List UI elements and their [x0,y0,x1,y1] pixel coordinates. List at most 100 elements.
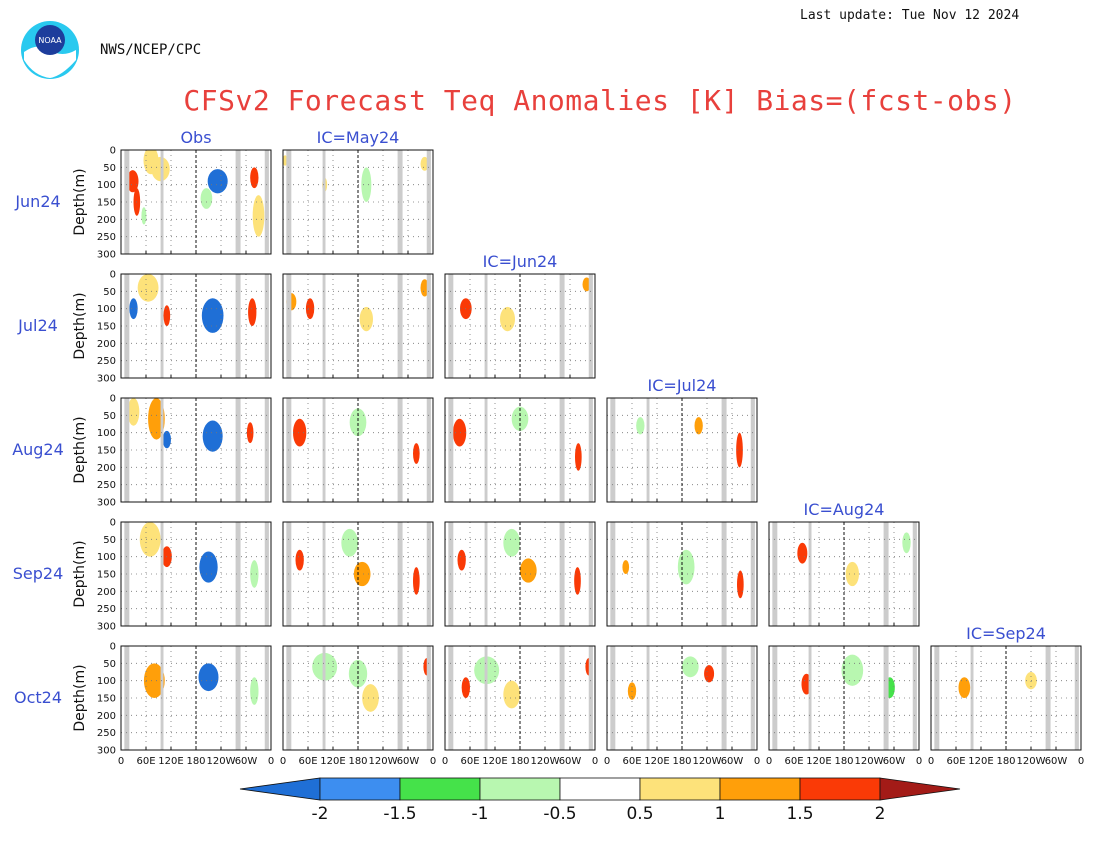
land-mask [397,646,403,750]
y-tick-label: 300 [97,498,116,509]
anomaly-patch [958,677,971,698]
land-mask [559,646,565,750]
y-tick-label: 50 [103,411,116,422]
land-mask [322,274,326,378]
land-mask [322,522,326,626]
anomaly-patch [677,549,695,585]
y-tick-label: 250 [97,232,116,243]
land-mask [646,522,650,626]
row-label: Aug24 [12,440,64,459]
anomaly-patch [841,654,864,686]
x-tick-label: 60E [946,756,965,767]
x-tick-label: 60W [397,756,420,767]
y-tick-label: 50 [103,659,116,670]
land-mask [160,646,164,750]
row-label: Sep24 [13,564,64,583]
anomaly-patch [682,656,699,678]
anomaly-patch [295,549,304,571]
anomaly-patch [252,195,265,237]
chart-title: CFSv2 Forecast Teq Anomalies [K] Bias=(f… [183,84,1017,117]
anomaly-patch [341,528,358,557]
anomaly-patch [250,560,259,588]
y-tick-label: 250 [97,480,116,491]
anomaly-patch [575,443,582,471]
anomaly-patch [500,306,515,332]
anomaly-patch [461,677,471,698]
row-label: Oct24 [14,688,62,707]
anomaly-patch [129,298,138,320]
anomaly-patch [305,298,315,320]
y-tick-label: 100 [97,180,116,191]
x-tick-label: 0 [754,756,760,767]
colorbar-bin [559,777,641,801]
anomaly-patch [250,677,259,705]
land-mask [397,522,403,626]
colorbar-label: 0.5 [626,804,653,824]
colorbar-label: 1.5 [786,804,813,824]
anomaly-patch [704,665,715,683]
y-tick-label: 300 [97,622,116,633]
column-header: Obs [180,128,211,147]
column-header: IC=Sep24 [966,624,1046,643]
y-tick-label: 300 [97,746,116,757]
x-tick-label: 60W [721,756,744,767]
x-tick-label: 60W [235,756,258,767]
column-header: IC=Jun24 [483,252,558,271]
y-axis-label: Depth(m) [72,664,88,731]
y-tick-label: 200 [97,463,116,474]
land-mask [235,274,241,378]
x-tick-label: 60E [784,756,803,767]
land-mask [235,646,241,750]
anomaly-patch [250,167,259,189]
column-header: IC=Jul24 [648,376,717,395]
y-axis-label: Depth(m) [72,292,88,359]
y-tick-label: 0 [110,394,116,405]
row-label: Jun24 [14,192,60,211]
anomaly-patch [127,398,140,426]
land-mask [970,646,974,750]
anomaly-patch [359,306,374,332]
x-tick-label: 0 [430,756,436,767]
y-tick-label: 100 [97,676,116,687]
y-tick-label: 200 [97,711,116,722]
x-tick-label: 120W [207,756,236,767]
land-mask [160,398,164,502]
x-tick-label: 120W [693,756,722,767]
anomaly-patch [353,561,371,587]
row-label: Jul24 [17,316,58,335]
y-tick-label: 100 [97,552,116,563]
x-tick-label: 60W [883,756,906,767]
y-tick-label: 250 [97,728,116,739]
anomaly-patch [207,169,228,194]
land-mask [883,646,889,750]
land-mask [484,398,488,502]
y-tick-label: 250 [97,604,116,615]
anomaly-patch [457,549,466,571]
y-tick-label: 50 [103,287,116,298]
anomaly-patch [636,417,645,435]
land-mask [235,522,241,626]
colorbar-label: -0.5 [543,804,576,824]
land-mask [808,522,812,626]
land-mask [559,274,565,378]
colorbar-under-arrow [239,777,321,801]
x-tick-label: 60E [622,756,641,767]
x-tick-label: 180 [834,756,853,767]
x-tick-label: 60W [1045,756,1068,767]
anomaly-patch [202,420,223,452]
land-mask [883,522,889,626]
land-mask [160,522,164,626]
anomaly-patch [162,430,171,449]
y-tick-label: 150 [97,322,116,333]
anomaly-patch [736,432,743,468]
anomaly-patch [248,298,257,326]
colorbar-over-arrow [879,777,961,801]
anomaly-patch [143,663,165,699]
y-tick-label: 100 [97,304,116,315]
x-tick-label: 120E [158,756,183,767]
anomaly-patch [520,558,537,583]
land-mask [484,522,488,626]
x-tick-label: 0 [928,756,934,767]
x-tick-label: 180 [348,756,367,767]
land-mask [235,150,241,254]
